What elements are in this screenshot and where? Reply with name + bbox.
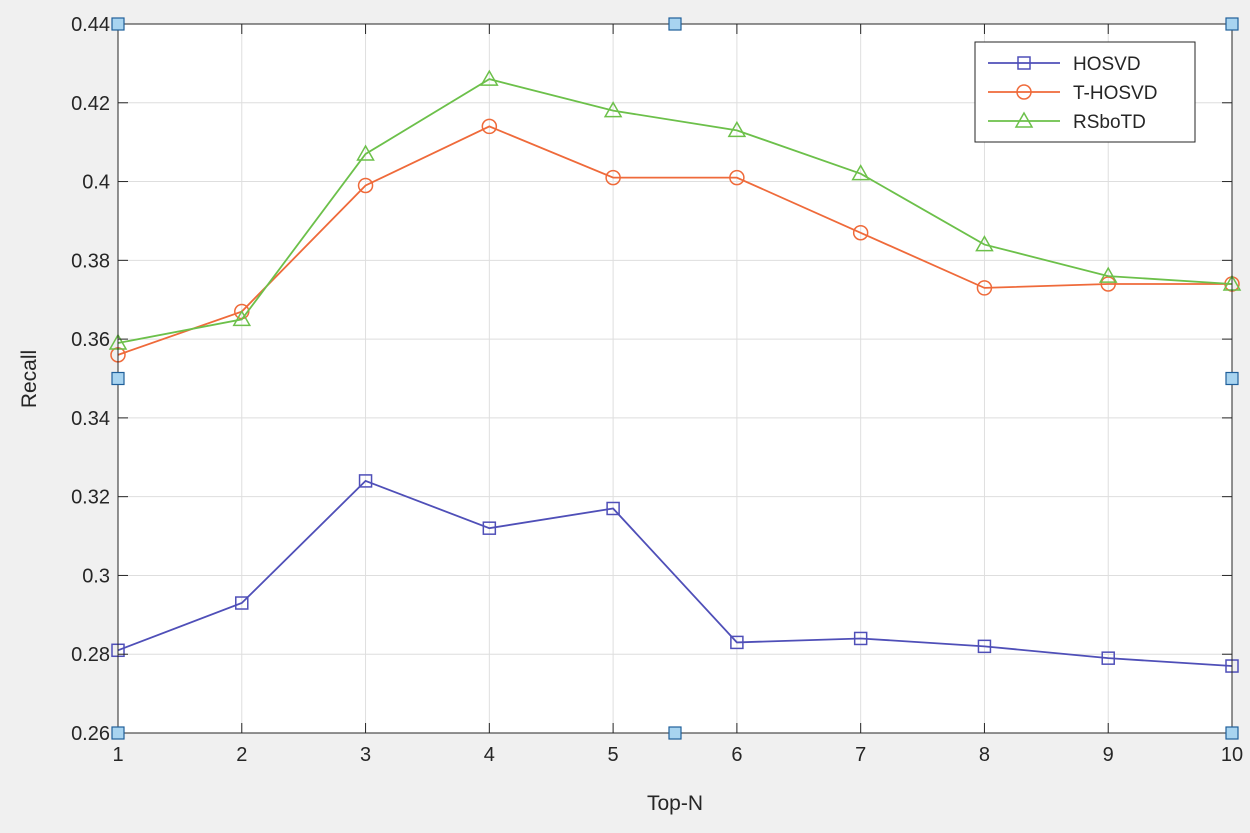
point-rsbotd [603, 101, 623, 118]
x-tick-label: 8 [979, 744, 990, 766]
selection-handle[interactable] [1225, 371, 1239, 386]
selection-handle[interactable] [668, 17, 682, 31]
series-hosvd [111, 474, 1239, 673]
selection-handle[interactable] [1225, 726, 1239, 740]
legend-item-t-hosvd[interactable]: T-HOSVD [988, 83, 1157, 104]
tick-labels: 1 2 3 4 5 6 7 8 9 10 0.26 0.28 0.3 0.32 0.34 0.36 0.38 0.… [71, 14, 1243, 766]
point-t-hosvd [729, 169, 745, 186]
selection-handle[interactable] [668, 726, 682, 740]
point-hosvd [606, 501, 620, 516]
x-tick-label: 4 [484, 744, 495, 766]
selection-handle[interactable] [1225, 17, 1239, 31]
legend-item-hosvd[interactable]: HOSVD [988, 54, 1141, 75]
legend-label-hosvd: HOSVD [1073, 54, 1141, 75]
selection-handle[interactable] [111, 17, 125, 31]
legend-label-rsbotd: RSboTD [1073, 112, 1146, 133]
point-rsbotd [480, 69, 499, 86]
x-tick-label: 2 [236, 744, 247, 766]
x-tick-label: 7 [855, 744, 866, 766]
point-t-hosvd [357, 177, 374, 194]
point-hosvd [358, 474, 373, 488]
series-group [108, 69, 1242, 673]
point-rsbotd [975, 235, 994, 252]
point-rsbotd [851, 164, 870, 181]
point-rsbotd [727, 120, 747, 138]
legend-marker-rsbotd [1014, 111, 1034, 128]
x-tick-label: 1 [112, 744, 123, 766]
selection-handle[interactable] [111, 726, 125, 740]
x-tick-label: 5 [608, 744, 619, 766]
point-hosvd [482, 521, 497, 535]
y-tick-label: 0.3 [82, 565, 110, 587]
y-tick-label: 0.44 [71, 14, 110, 36]
selection-handles[interactable] [111, 17, 1239, 740]
point-t-hosvd [976, 280, 993, 296]
point-t-hosvd [481, 118, 498, 135]
point-hosvd [977, 639, 992, 654]
point-hosvd [853, 631, 868, 646]
line-t-hosvd [117, 125, 1232, 356]
y-tick-label: 0.36 [71, 329, 110, 351]
point-t-hosvd [852, 225, 869, 241]
point-rsbotd [356, 144, 375, 161]
point-rsbotd [1098, 266, 1118, 283]
point-hosvd [730, 635, 744, 650]
line-hosvd [117, 479, 1233, 667]
point-hosvd [1101, 651, 1115, 665]
y-tick-label: 0.34 [71, 408, 110, 430]
y-axis-label: Recall [18, 350, 41, 408]
x-tick-label: 9 [1103, 744, 1114, 766]
y-tick-label: 0.32 [71, 487, 110, 509]
y-tick-label: 0.28 [71, 644, 110, 666]
y-tick-label: 0.38 [71, 250, 110, 272]
y-tick-label: 0.26 [71, 723, 110, 745]
x-axis-label: Top-N [647, 792, 703, 815]
x-tick-label: 3 [360, 744, 371, 766]
line-rsbotd [117, 78, 1233, 344]
x-tick-label: 10 [1221, 744, 1243, 766]
legend-marker-hosvd [1017, 56, 1031, 70]
legend-marker-t-hosvd [1016, 84, 1032, 100]
y-tick-label: 0.42 [71, 93, 110, 115]
point-hosvd [235, 596, 249, 610]
selection-handle[interactable] [111, 371, 125, 386]
series-t-hosvd [110, 118, 1240, 363]
legend[interactable]: HOSVD T-HOSVD RSboTD [974, 41, 1196, 143]
legend-item-rsbotd[interactable]: RSboTD [988, 111, 1146, 133]
x-tick-label: 6 [731, 744, 742, 766]
point-rsbotd [232, 309, 252, 327]
point-t-hosvd [605, 169, 621, 186]
legend-label-t-hosvd: T-HOSVD [1073, 83, 1157, 104]
y-tick-label: 0.4 [82, 172, 110, 194]
